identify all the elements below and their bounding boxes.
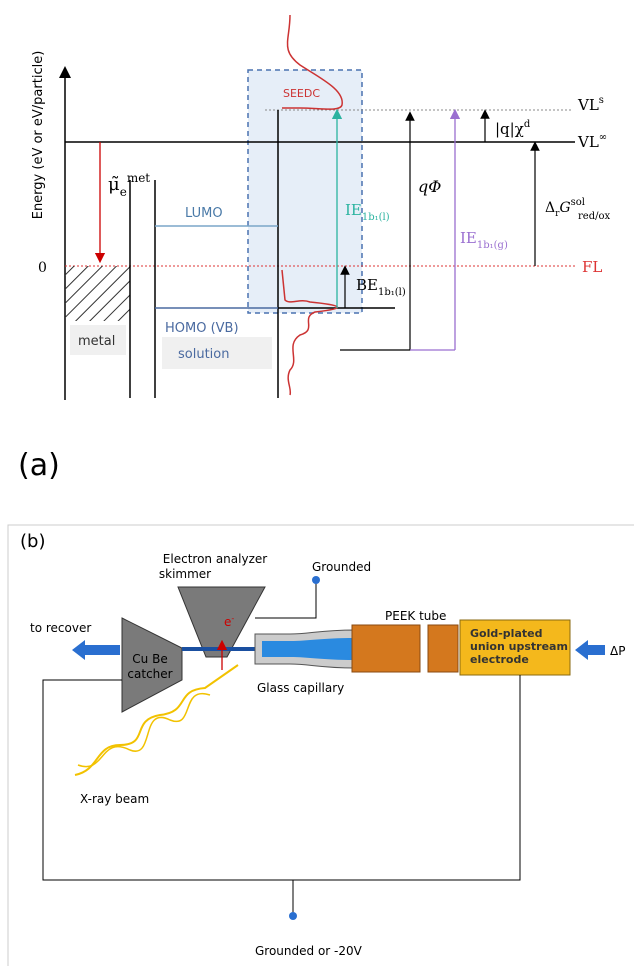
- text-part: Electron analyzer: [163, 552, 267, 566]
- text-part: catcher: [127, 667, 172, 681]
- qphi-arrow: [395, 116, 410, 350]
- solution-label: solution: [178, 347, 229, 362]
- fl-label: FL: [582, 258, 602, 276]
- ground-node: [312, 576, 320, 584]
- text-part: IE: [460, 229, 477, 247]
- peek-2: [428, 625, 458, 672]
- text-part: s: [599, 95, 604, 106]
- metal-hatch: [65, 266, 130, 321]
- panel-a: Energy (eV or eV/particle) 0 VLs VL∞ FL …: [18, 15, 610, 483]
- panel-b-frame: [8, 525, 634, 966]
- ie-g-label: IE1b₁(g): [460, 229, 508, 251]
- pressure-arrow: [575, 640, 605, 660]
- text-part: d: [524, 119, 531, 130]
- delta-p-label: ΔP: [610, 644, 625, 658]
- text-part: e: [120, 185, 127, 199]
- text-part: union upstream: [470, 640, 568, 653]
- text-part: 1b₁(l): [378, 287, 406, 298]
- vl-s-label: VLs: [577, 95, 604, 114]
- text-part: BE: [356, 276, 378, 294]
- peek-1: [352, 625, 420, 672]
- grounded-label: Grounded: [312, 560, 371, 574]
- homo-label: HOMO (VB): [165, 321, 239, 336]
- text-part: IE: [345, 201, 362, 219]
- circuit: [43, 675, 520, 880]
- text-part: electrode: [470, 653, 529, 666]
- zero-label: 0: [38, 260, 47, 276]
- panel-a-label: (a): [18, 448, 60, 483]
- text-part: Cu Be: [132, 652, 167, 666]
- recover-arrow: [72, 640, 120, 660]
- text-part: G: [559, 200, 570, 216]
- y-axis-label: Energy (eV or eV/particle): [31, 51, 46, 220]
- bottom-ground-label: Grounded or -20V: [255, 944, 363, 958]
- chi-label: |q|χd: [495, 119, 531, 138]
- vl-inf-label: VL∞: [577, 132, 607, 151]
- figure: Energy (eV or eV/particle) 0 VLs VL∞ FL …: [0, 0, 634, 966]
- qphi-label: qΦ: [418, 177, 441, 196]
- seedc-label: SEEDC: [283, 87, 320, 100]
- metal-label: metal: [78, 334, 115, 349]
- xray-wave: [78, 694, 210, 767]
- capillary-label: Glass capillary: [257, 681, 344, 695]
- text-part: e: [224, 615, 231, 629]
- peek-label: PEEK tube: [385, 609, 446, 623]
- capillary-liquid: [262, 638, 355, 660]
- text-part: sol: [571, 197, 585, 208]
- panel-b-label: (b): [20, 531, 45, 552]
- text-part: Gold-plated: [470, 627, 542, 640]
- text-part: μ̃: [108, 174, 120, 195]
- recover-label: to recover: [30, 621, 91, 635]
- xray-label: X-ray beam: [80, 792, 149, 806]
- text-part: met: [127, 171, 150, 185]
- text-part: 1b₁(g): [477, 240, 508, 251]
- text-part: red/ox: [578, 211, 610, 222]
- text-part: skimmer: [159, 567, 211, 581]
- text-part: ∞: [599, 132, 607, 143]
- text-part: VL: [577, 96, 599, 114]
- mu-label: μ̃emet: [108, 171, 150, 199]
- text-part: |q|χ: [495, 120, 524, 138]
- text-part: 1b₁(l): [362, 212, 390, 223]
- text-part: VL: [577, 133, 599, 151]
- text-part: Δ: [545, 200, 555, 216]
- be-label: BE1b₁(l): [356, 276, 406, 298]
- text-part: -: [231, 614, 234, 623]
- lumo-label: LUMO: [185, 206, 223, 221]
- bottom-node: [289, 912, 297, 920]
